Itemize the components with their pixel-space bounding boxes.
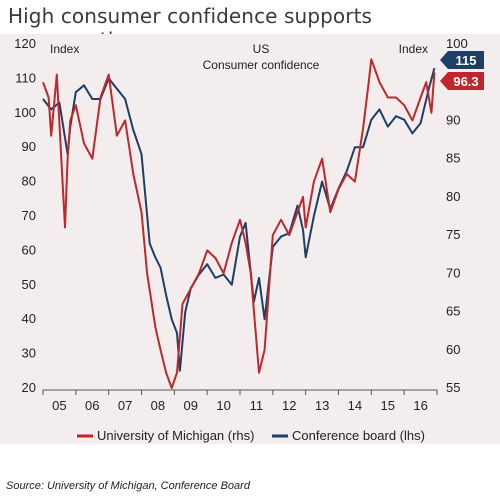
left-tick-label: 90 [22, 139, 36, 154]
right-tick-label: 80 [446, 189, 460, 204]
left-axis-label: Index [50, 42, 79, 56]
left-tick-label: 80 [22, 174, 36, 189]
chart-subtitle-line2: Consumer confidence [203, 58, 320, 72]
plot-background [0, 34, 500, 444]
right-axis-label: Index [399, 42, 428, 56]
left-tick-label: 40 [22, 311, 36, 326]
michigan-line [42, 58, 436, 389]
left-tick-label: 70 [22, 208, 36, 223]
x-tick-label: 08 [151, 398, 165, 413]
x-tick-label: 16 [413, 398, 427, 413]
x-tick-label: 12 [282, 398, 296, 413]
x-tick-label: 15 [381, 398, 395, 413]
right-tick-label: 55 [446, 380, 460, 395]
legend-label-michigan: University of Michigan (rhs) [97, 428, 255, 443]
left-tick-label: 20 [22, 380, 36, 395]
right-tick-label: 85 [446, 151, 460, 166]
source-note: Source: University of Michigan, Conferen… [6, 480, 250, 492]
conference-end-value: 115 [456, 53, 477, 68]
x-tick-label: 05 [52, 398, 66, 413]
chart-subtitle-line1: US [253, 42, 270, 56]
right-tick-label: 70 [446, 265, 460, 280]
x-tick-label: 06 [85, 398, 99, 413]
left-tick-label: 30 [22, 346, 36, 361]
conference-end-badge [440, 51, 484, 69]
right-tick-label: 60 [446, 342, 460, 357]
x-tick-label: 09 [184, 398, 198, 413]
left-tick-label: 50 [22, 277, 36, 292]
left-tick-label: 60 [22, 242, 36, 257]
x-tick-label: 11 [250, 398, 264, 413]
chart-svg: 20 30 40 50 60 70 80 90 100 110 120 55 60 65 70 75 80 85 9… [0, 34, 500, 444]
michigan-end-value: 96.3 [453, 74, 478, 89]
left-tick-label: 120 [14, 36, 36, 51]
x-tick-label: 07 [118, 398, 132, 413]
legend-label-conference: Conference board (lhs) [292, 428, 425, 443]
x-tick-label: 14 [348, 398, 362, 413]
x-tick-label: 13 [315, 398, 329, 413]
left-tick-label: 100 [14, 105, 36, 120]
right-tick-label: 75 [446, 227, 460, 242]
right-tick-label: 100 [446, 36, 468, 51]
michigan-end-badge [440, 72, 484, 90]
x-tick-label: 10 [216, 398, 230, 413]
right-tick-label: 90 [446, 112, 460, 127]
left-tick-label: 110 [15, 70, 36, 85]
right-tick-label: 65 [446, 304, 460, 319]
